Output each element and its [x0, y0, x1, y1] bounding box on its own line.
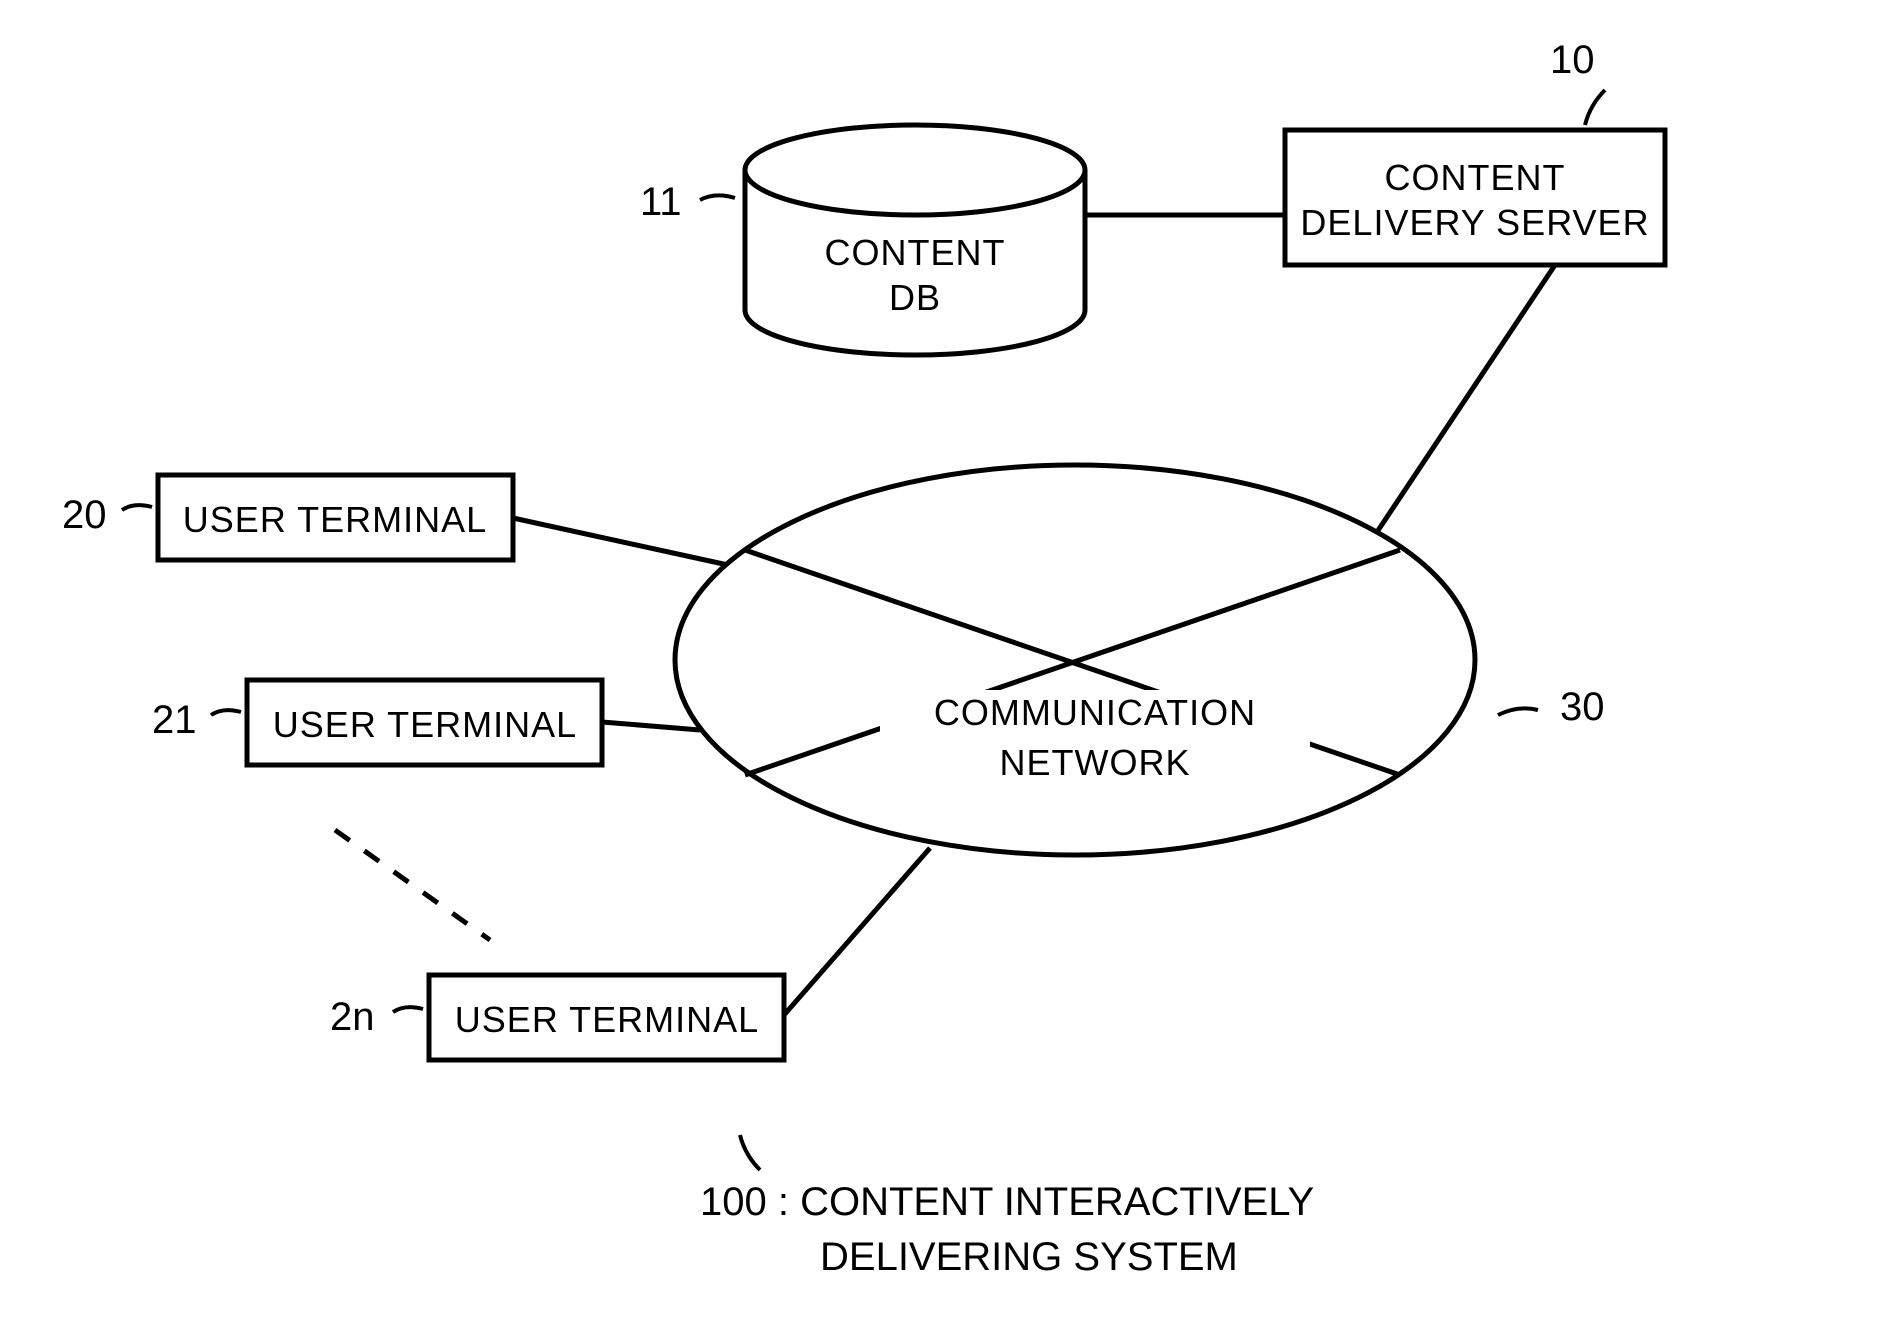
ut1-node: USER TERMINAL [247, 680, 602, 765]
utn-node: USER TERMINAL [429, 975, 784, 1060]
ref-21: 21 [152, 698, 197, 742]
edge-server-net [1375, 265, 1555, 535]
ref-2n: 2n [330, 995, 375, 1039]
ref-30: 30 [1560, 685, 1605, 729]
network-label-1: COMMUNICATION [934, 692, 1256, 733]
caption-colon: : [767, 1180, 800, 1224]
ellipsis-dash [335, 830, 490, 940]
ref-20: 20 [62, 493, 107, 537]
content-db-label-1: CONTENT [825, 232, 1006, 273]
content-db-label-2: DB [889, 277, 941, 318]
caption-ref-num: 100 [700, 1180, 767, 1224]
edge-ut1-net [602, 722, 700, 730]
edge-ut0-net [513, 518, 728, 565]
utn-label: USER TERMINAL [455, 999, 759, 1040]
caption-ref: 100 : CONTENT INTERACTIVELY [700, 1180, 1314, 1224]
caption-line1: CONTENT INTERACTIVELY [800, 1180, 1314, 1224]
network-node: COMMUNICATION NETWORK [675, 465, 1475, 855]
caption-line2: DELIVERING SYSTEM [820, 1235, 1238, 1279]
server-node: CONTENT DELIVERY SERVER [1285, 130, 1665, 265]
edge-utn-net [784, 848, 930, 1015]
ut1-label: USER TERMINAL [273, 704, 577, 745]
server-label-2: DELIVERY SERVER [1300, 202, 1649, 243]
diagram-canvas: COMMUNICATION NETWORK CONTENT DB CONTENT… [0, 0, 1898, 1335]
ut0-label: USER TERMINAL [183, 499, 487, 540]
ut0-node: USER TERMINAL [158, 475, 513, 560]
network-label-2: NETWORK [1000, 742, 1191, 783]
server-label-1: CONTENT [1385, 157, 1566, 198]
ref-11: 11 [640, 180, 682, 224]
caption: 100 : CONTENT INTERACTIVELY DELIVERING S… [700, 1135, 1314, 1279]
content-db-node: CONTENT DB [745, 125, 1085, 355]
ref-10: 10 [1550, 38, 1595, 82]
